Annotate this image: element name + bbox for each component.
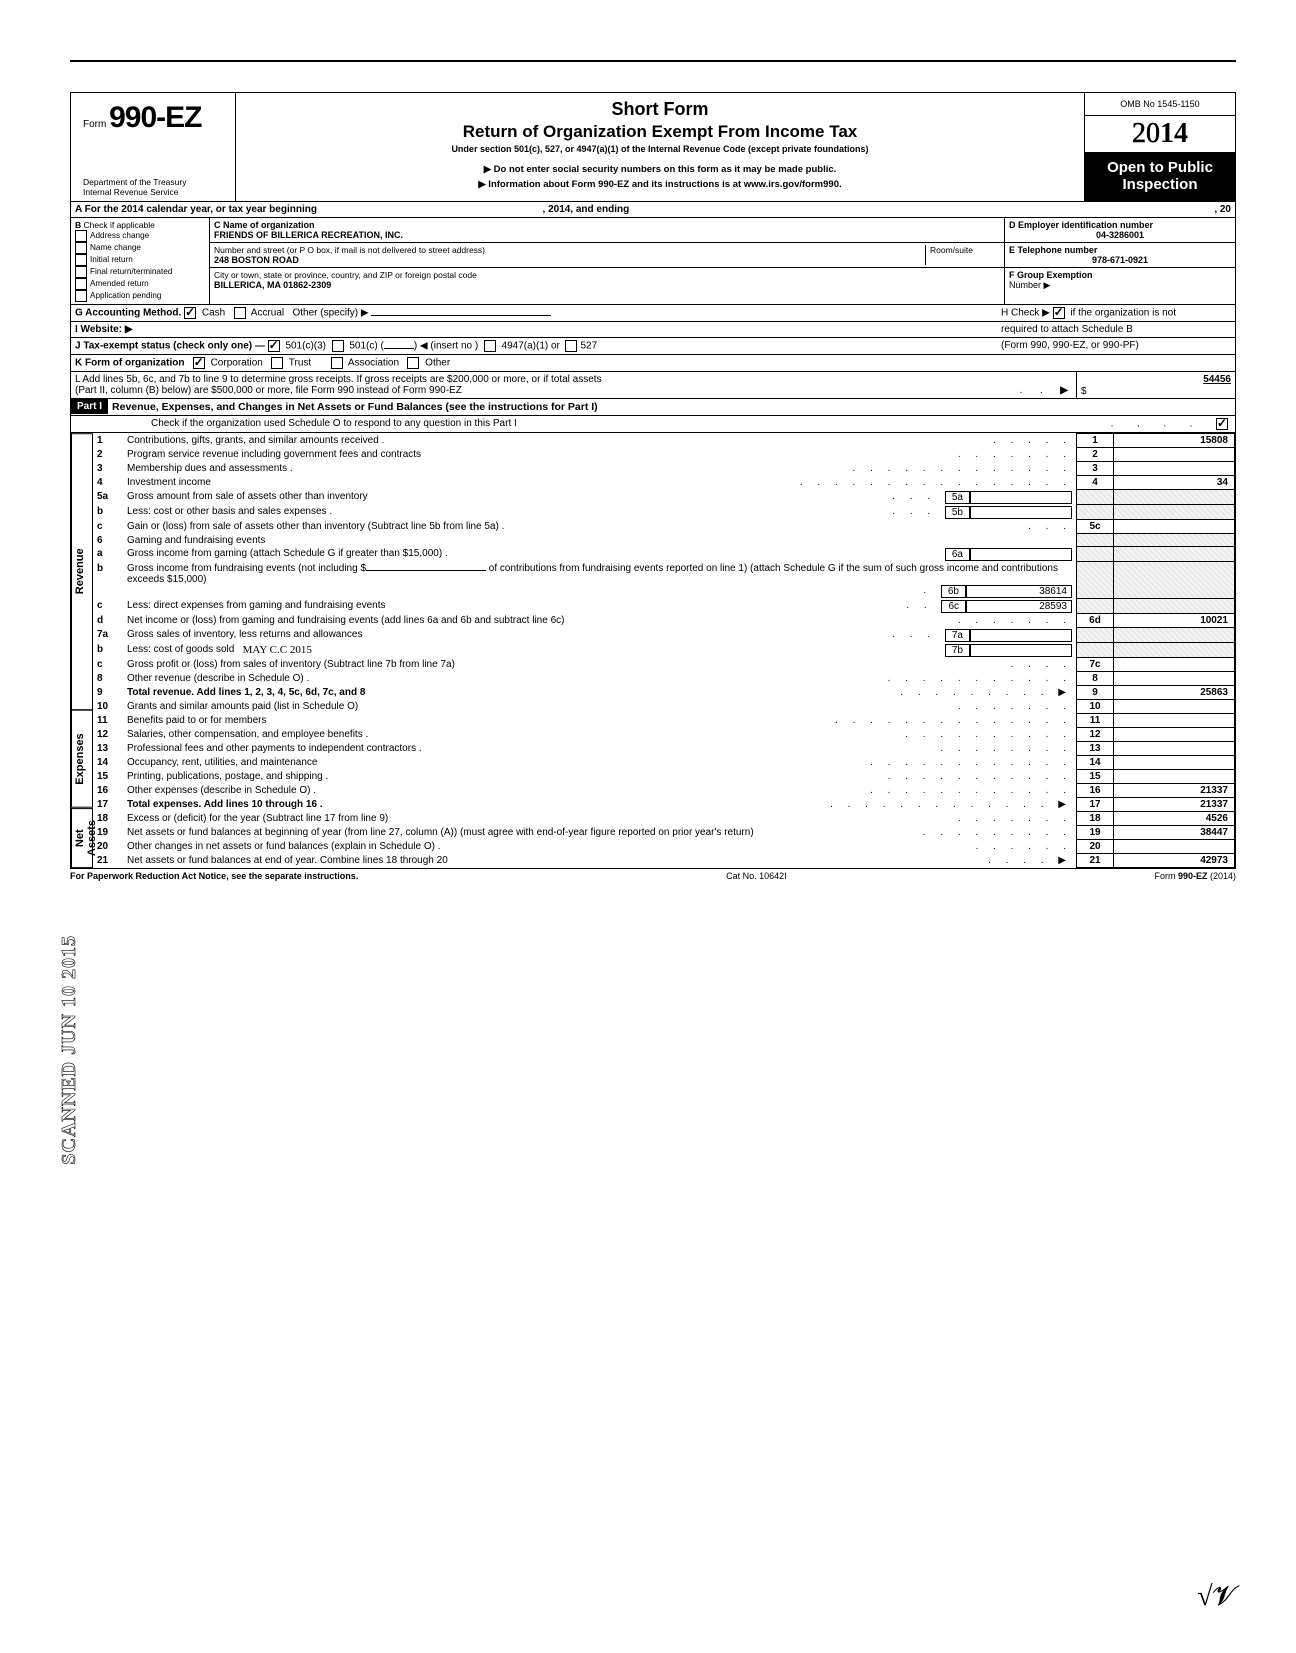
line-7b: bLess: cost of goods sold MAY C.C 20157b — [93, 643, 1235, 658]
line-11: 11Benefits paid to or for members. . . .… — [93, 714, 1235, 728]
title-cell: Short Form Return of Organization Exempt… — [236, 93, 1084, 201]
part1-check: Check if the organization used Schedule … — [70, 416, 1236, 433]
line-17: 17Total expenses. Add lines 10 through 1… — [93, 798, 1235, 812]
line-6: 6Gaming and fundraising events — [93, 534, 1235, 547]
chk-other-org[interactable] — [407, 357, 419, 369]
line-19: 19Net assets or fund balances at beginni… — [93, 826, 1235, 840]
line-6c: cLess: direct expenses from gaming and f… — [93, 599, 1235, 614]
line-7a: 7aGross sales of inventory, less returns… — [93, 628, 1235, 643]
line-a-label: A For the 2014 calendar year, or tax yea… — [75, 204, 317, 215]
room-suite: Room/suite — [925, 245, 1000, 265]
box-c: C Name of organization FRIENDS OF BILLER… — [210, 218, 1004, 304]
line-6b: b Gross income from fundraising events (… — [93, 562, 1235, 599]
line-9: 9Total revenue. Add lines 1, 2, 3, 4, 5c… — [93, 686, 1235, 700]
tax-year: 20201414 — [1085, 116, 1235, 152]
chk-4947[interactable] — [484, 340, 496, 352]
form-prefix: Form — [83, 119, 106, 130]
box-b: B Check if applicable Address change Nam… — [71, 218, 210, 304]
form-number-cell: Form 990-EZ Department of the Treasury I… — [71, 93, 236, 201]
omb-number: OMB No 1545-1150 — [1085, 93, 1235, 116]
line-15: 15Printing, publications, postage, and s… — [93, 770, 1235, 784]
chk-address-change[interactable]: Address change — [75, 230, 205, 242]
line-10: 10Grants and similar amounts paid (list … — [93, 700, 1235, 714]
chk-trust[interactable] — [271, 357, 283, 369]
form-number: 990-EZ — [109, 101, 201, 134]
chk-527[interactable] — [565, 340, 577, 352]
line-3: 3Membership dues and assessments .. . . … — [93, 462, 1235, 476]
line-8: 8Other revenue (describe in Schedule O) … — [93, 672, 1235, 686]
line-1: 1Contributions, gifts, grants, and simil… — [93, 434, 1235, 448]
chk-initial-return[interactable]: Initial return — [75, 254, 205, 266]
sidebar-revenue: Revenue — [71, 433, 93, 710]
year-cell: OMB No 1545-1150 20201414 Open to Public… — [1084, 93, 1235, 201]
line-6a: aGross income from gaming (attach Schedu… — [93, 547, 1235, 562]
chk-accrual[interactable] — [234, 307, 246, 319]
paperwork-notice: For Paperwork Reduction Act Notice, see … — [70, 871, 358, 881]
form-header: Form 990-EZ Department of the Treasury I… — [70, 92, 1236, 202]
chk-final-return[interactable]: Final return/terminated — [75, 266, 205, 278]
street-address: 248 BOSTON ROAD — [214, 255, 299, 265]
part1-bar: Part I — [71, 399, 108, 414]
open-to-public: Open to Public Inspection — [1085, 152, 1235, 201]
box-def: D Employer identification number 04-3286… — [1004, 218, 1235, 304]
line-k: K Form of organization Corporation Trust… — [70, 355, 1236, 372]
chk-501c[interactable] — [332, 340, 344, 352]
line-a: A For the 2014 calendar year, or tax yea… — [70, 202, 1236, 218]
note-ssn: ▶ Do not enter social security numbers o… — [246, 164, 1074, 175]
line-5b: bLess: cost or other basis and sales exp… — [93, 505, 1235, 520]
line-5c: cGain or (loss) from sale of assets othe… — [93, 520, 1235, 534]
line-20: 20Other changes in net assets or fund ba… — [93, 840, 1235, 854]
chk-501c3[interactable] — [268, 340, 280, 352]
line-a-end: , 20 — [1214, 204, 1231, 215]
signature-mark: √𝓥 — [1197, 1581, 1236, 1613]
note-info: ▶ Information about Form 990-EZ and its … — [246, 179, 1074, 190]
line-4: 4Investment income. . . . . . . . . . . … — [93, 476, 1235, 490]
line-18: 18Excess or (deficit) for the year (Subt… — [93, 812, 1235, 826]
line-14: 14Occupancy, rent, utilities, and mainte… — [93, 756, 1235, 770]
line-i: I Website: ▶ required to attach Schedule… — [70, 322, 1236, 338]
box-h: H Check ▶ if the organization is not — [997, 305, 1235, 321]
ein: 04-3286001 — [1096, 230, 1144, 240]
line-a-mid: , 2014, and ending — [543, 204, 630, 215]
telephone: 978-671-0921 — [1092, 255, 1148, 265]
line-2: 2Program service revenue including gover… — [93, 448, 1235, 462]
city-state-zip: BILLERICA, MA 01862-2309 — [214, 280, 331, 290]
subtitle: Under section 501(c), 527, or 4947(a)(1)… — [246, 144, 1074, 154]
line-7c: cGross profit or (loss) from sales of in… — [93, 658, 1235, 672]
part1-header: Part I Revenue, Expenses, and Changes in… — [70, 399, 1236, 416]
line-13: 13Professional fees and other payments t… — [93, 742, 1235, 756]
chk-association[interactable] — [331, 357, 343, 369]
line-6d: dNet income or (loss) from gaming and fu… — [93, 614, 1235, 628]
form-footer: Form 990-EZ (2014) — [1154, 871, 1236, 881]
chk-schedule-o[interactable] — [1216, 418, 1228, 430]
info-block: B Check if applicable Address change Nam… — [70, 218, 1236, 305]
short-form-title: Short Form — [246, 99, 1074, 120]
cat-no: Cat No. 10642I — [726, 871, 787, 881]
line-5a: 5aGross amount from sale of assets other… — [93, 490, 1235, 505]
line-j: J Tax-exempt status (check only one) — 5… — [70, 338, 1236, 355]
sidebar-net-assets: Net Assets — [71, 808, 93, 868]
gross-receipts: 54456 — [1203, 374, 1231, 385]
line-g-h: G Accounting Method. Cash Accrual Other … — [70, 305, 1236, 322]
chk-application-pending[interactable]: Application pending — [75, 290, 205, 302]
line-12: 12Salaries, other compensation, and empl… — [93, 728, 1235, 742]
return-title: Return of Organization Exempt From Incom… — [246, 122, 1074, 142]
chk-corporation[interactable] — [193, 357, 205, 369]
line-l: L Add lines 5b, 6c, and 7b to line 9 to … — [70, 372, 1236, 399]
scanned-stamp: SCANNED JUN 10 2015 — [58, 935, 81, 1165]
chk-amended-return[interactable]: Amended return — [75, 278, 205, 290]
dept-line2: Internal Revenue Service — [83, 188, 223, 197]
sidebar-expenses: Expenses — [71, 710, 93, 808]
lines-table: 1Contributions, gifts, grants, and simil… — [93, 433, 1235, 868]
line-21: 21Net assets or fund balances at end of … — [93, 854, 1235, 868]
chk-name-change[interactable]: Name change — [75, 242, 205, 254]
chk-schedule-b[interactable] — [1053, 307, 1065, 319]
org-name: FRIENDS OF BILLERICA RECREATION, INC. — [214, 230, 403, 240]
line-16: 16Other expenses (describe in Schedule O… — [93, 784, 1235, 798]
footer: For Paperwork Reduction Act Notice, see … — [70, 869, 1236, 881]
chk-cash[interactable] — [184, 307, 196, 319]
